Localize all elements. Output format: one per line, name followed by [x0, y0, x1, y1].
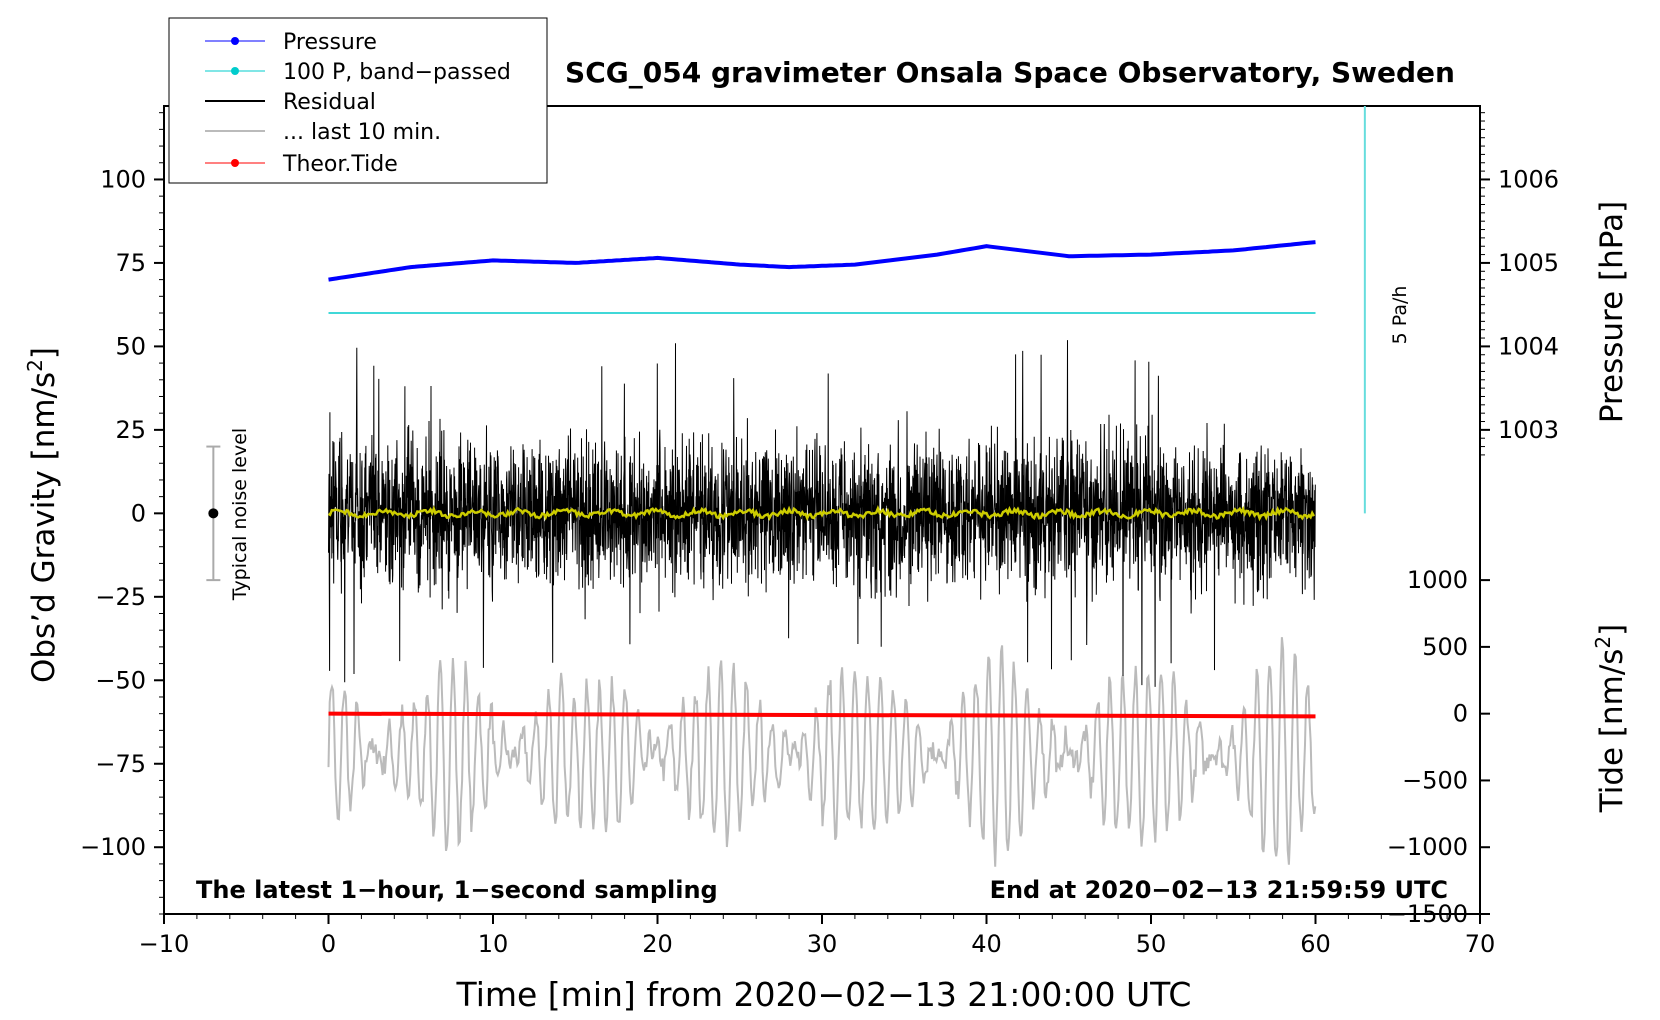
- tide-tick-label: −1000: [1387, 833, 1468, 861]
- pressure-tick-label: 1006: [1498, 165, 1559, 193]
- legend-item-residual: Residual: [205, 90, 376, 115]
- legend-marker-tide: [231, 159, 239, 167]
- legend-marker-pressure: [231, 37, 239, 45]
- tide-tick-label: −500: [1402, 766, 1468, 794]
- y-tick-label: −100: [80, 833, 146, 861]
- y-axis-label-left: Obs’d Gravity [nm/s2]: [23, 347, 62, 683]
- x-tick-label: 0: [321, 930, 336, 958]
- noise-bar-label: Typical noise level: [229, 428, 251, 601]
- series-pressure: [328, 240, 1316, 282]
- legend-label-last10: ... last 10 min.: [283, 120, 441, 145]
- y-axis-label-pressure: Pressure [hPa]: [1594, 201, 1630, 423]
- series-residual: [328, 340, 1316, 687]
- series-residual-smoothed: [327, 504, 1315, 522]
- legend-label-bandpassed: 100 P, band−passed: [283, 60, 511, 85]
- y-axis-label-left-text: Obs’d Gravity [nm/s: [26, 372, 62, 683]
- x-tick-label: 60: [1300, 930, 1331, 958]
- pressure-tick-label: 1004: [1498, 332, 1559, 360]
- y-axis-label-left-sup: 2: [23, 359, 47, 372]
- tide-tick-label: 0: [1453, 700, 1468, 728]
- x-tick-label: 30: [807, 930, 838, 958]
- series-tide: [328, 711, 1316, 719]
- legend-item-last10: ... last 10 min.: [205, 120, 441, 145]
- tide-tick-label: 1000: [1407, 566, 1468, 594]
- y-tick-label: 25: [115, 416, 146, 444]
- y-tick-label: 75: [115, 249, 146, 277]
- axes-layer: −10 0 10 20 30 40 50 60 70−100−75−50−25025507510…: [80, 112, 1559, 958]
- tide-tick-label: −1500: [1387, 900, 1468, 928]
- pressure-tick-label: 1003: [1498, 416, 1559, 444]
- series-layer: [206, 106, 1366, 867]
- annotation-left: The latest 1−hour, 1−second sampling: [196, 876, 718, 904]
- legend-marker-bandpassed: [231, 67, 239, 75]
- y-tick-label: −75: [95, 750, 146, 778]
- legend: Pressure 100 P, band−passed Residual ...…: [168, 17, 548, 184]
- y-tick-label: 0: [131, 499, 146, 527]
- y-tick-label: 50: [115, 332, 146, 360]
- x-tick-label: 70: [1465, 930, 1496, 958]
- rate-bar-label: 5 Pa/h: [1389, 286, 1411, 345]
- legend-label-residual: Residual: [283, 90, 376, 115]
- y-tick-label: −25: [95, 583, 146, 611]
- x-tick-label: 50: [1136, 930, 1167, 958]
- series-last-10-min: [327, 637, 1317, 867]
- annotation-right: End at 2020−02−13 21:59:59 UTC: [990, 876, 1448, 904]
- legend-item-pressure: Pressure: [205, 30, 377, 55]
- legend-item-bandpassed: 100 P, band−passed: [205, 60, 511, 85]
- y-axis-label-tide-tail: ]: [1594, 624, 1630, 636]
- tide-tick-label: 500: [1422, 633, 1468, 661]
- pressure-tick-label: 1005: [1498, 249, 1559, 277]
- x-tick-label: 40: [971, 930, 1002, 958]
- legend-label-pressure: Pressure: [283, 30, 377, 55]
- y-axis-label-tide-text: Tide [nm/s: [1594, 649, 1630, 814]
- x-tick-label: 20: [642, 930, 673, 958]
- noise-bar-center: [208, 508, 219, 519]
- legend-label-tide: Theor.Tide: [282, 152, 398, 177]
- y-tick-label: −50: [95, 666, 146, 694]
- x-tick-label: 10: [478, 930, 509, 958]
- y-axis-label-left-tail: ]: [26, 347, 62, 359]
- x-axis-label: Time [min] from 2020−02−13 21:00:00 UTC: [456, 975, 1192, 1014]
- y-axis-label-tide: Tide [nm/s2]: [1591, 624, 1630, 814]
- y-tick-label: 100: [100, 165, 146, 193]
- y-axis-label-tide-sup: 2: [1591, 636, 1615, 649]
- x-tick-label: −10: [139, 930, 190, 958]
- chart-title: SCG_054 gravimeter Onsala Space Observat…: [565, 56, 1455, 89]
- legend-item-tide: Theor.Tide: [205, 152, 398, 177]
